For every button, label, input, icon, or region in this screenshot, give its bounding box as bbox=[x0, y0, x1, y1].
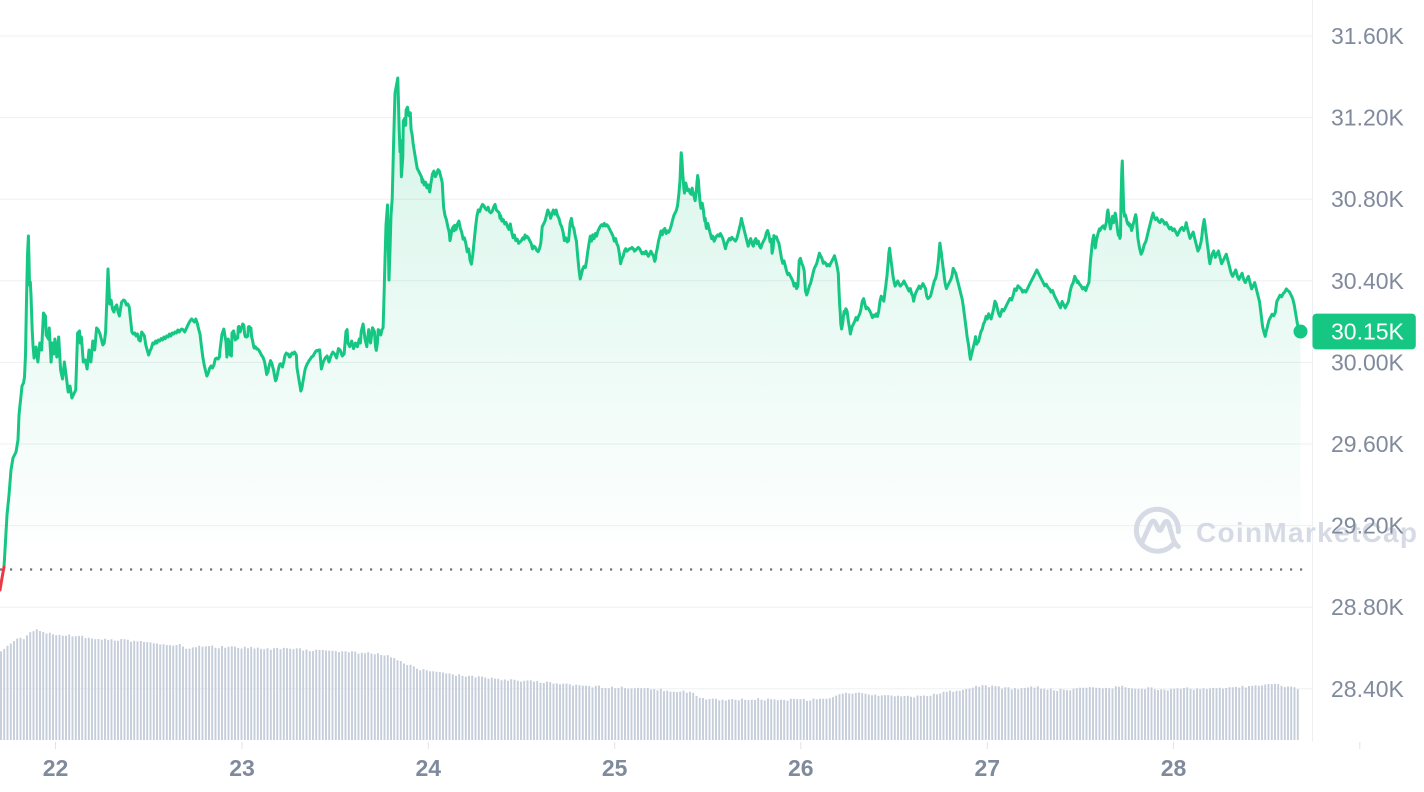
svg-text:30.15K: 30.15K bbox=[1331, 319, 1405, 345]
svg-text:31.20K: 31.20K bbox=[1331, 105, 1405, 131]
svg-text:CoinMarketCap: CoinMarketCap bbox=[1196, 517, 1418, 548]
svg-text:28.40K: 28.40K bbox=[1331, 676, 1405, 702]
svg-text:29.60K: 29.60K bbox=[1331, 431, 1405, 457]
svg-text:24: 24 bbox=[416, 755, 442, 781]
svg-text:30.80K: 30.80K bbox=[1331, 186, 1405, 212]
svg-text:31.60K: 31.60K bbox=[1331, 23, 1405, 49]
svg-text:28: 28 bbox=[1161, 755, 1187, 781]
svg-text:23: 23 bbox=[229, 755, 255, 781]
svg-text:25: 25 bbox=[602, 755, 628, 781]
svg-text:26: 26 bbox=[788, 755, 814, 781]
svg-text:27: 27 bbox=[975, 755, 1001, 781]
svg-text:22: 22 bbox=[43, 755, 69, 781]
svg-text:30.40K: 30.40K bbox=[1331, 268, 1405, 294]
svg-text:28.80K: 28.80K bbox=[1331, 594, 1405, 620]
svg-text:30.00K: 30.00K bbox=[1331, 349, 1405, 375]
svg-text:29.20K: 29.20K bbox=[1331, 513, 1405, 539]
